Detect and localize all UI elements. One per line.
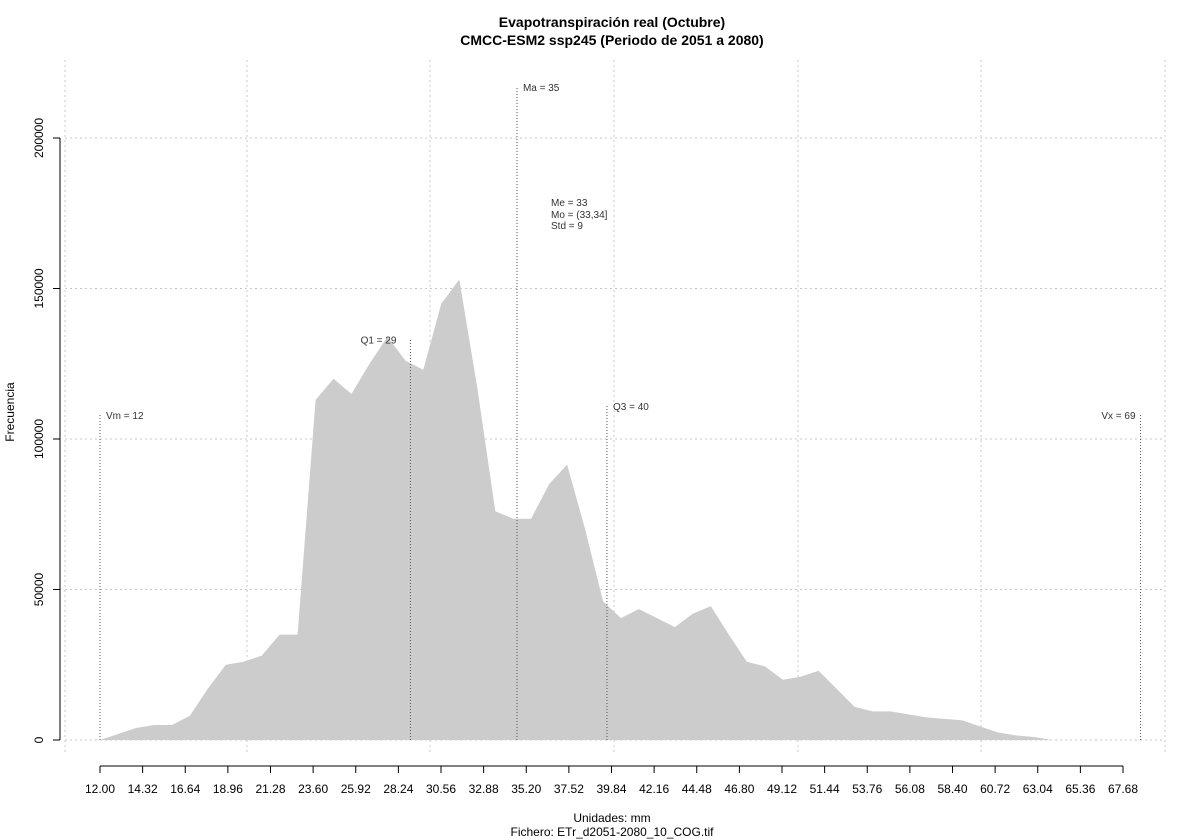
annotation-label-0: Vm = 12 <box>106 411 144 422</box>
x-tick-label-12: 39.84 <box>596 782 626 796</box>
x-tick-label-18: 53.76 <box>852 782 882 796</box>
x-tick-label-13: 42.16 <box>639 782 669 796</box>
y-axis: 0 50000 100000 150000 200000 <box>32 118 61 743</box>
annotation-label-1: Q1 = 29 <box>361 336 397 347</box>
x-tick-label-7: 28.24 <box>383 782 413 796</box>
x-tick-label-9: 32.88 <box>469 782 499 796</box>
x-tick-label-10: 35.20 <box>511 782 541 796</box>
y-tick-label-2: 100000 <box>32 419 46 459</box>
chart-subtitle: CMCC-ESM2 ssp245 (Periodo de 2051 a 2080… <box>460 32 763 48</box>
x-tick-label-23: 65.36 <box>1065 782 1095 796</box>
x-tick-label-0: 12.00 <box>85 782 115 796</box>
x-tick-label-4: 21.28 <box>255 782 285 796</box>
annotation-lines: Vm = 12 Q1 = 29 Ma = 35 Q3 = 40 Vx = 69 <box>99 83 1142 740</box>
y-tick-label-3: 150000 <box>32 268 46 308</box>
y-tick-label-4: 200000 <box>32 118 46 158</box>
x-axis-label: Unidades: mm <box>573 811 650 825</box>
stats-median: Me = 33 <box>551 198 588 209</box>
x-tick-label-15: 46.80 <box>724 782 754 796</box>
x-tick-label-17: 51.44 <box>810 782 840 796</box>
x-axis: 12.00 14.32 16.64 18.96 21.28 23.60 25.92 28.24… <box>85 765 1138 796</box>
x-tick-label-11: 37.52 <box>554 782 584 796</box>
stats-mode: Mo = (33,34] <box>551 210 608 221</box>
stats-block: Me = 33 Mo = (33,34] Std = 9 <box>551 198 608 232</box>
grid-lines <box>64 60 1166 752</box>
x-tick-label-21: 60.72 <box>980 782 1010 796</box>
x-tick-label-24: 67.68 <box>1108 782 1138 796</box>
x-tick-label-1: 14.32 <box>128 782 158 796</box>
frequency-area <box>100 279 1142 740</box>
annotation-label-3: Q3 = 40 <box>613 402 649 413</box>
annotation-label-4: Vx = 69 <box>1101 411 1136 422</box>
chart-title: Evapotranspiración real (Octubre) <box>499 14 725 30</box>
stats-std: Std = 9 <box>551 221 583 232</box>
x-tick-label-22: 63.04 <box>1023 782 1053 796</box>
x-tick-label-14: 44.48 <box>682 782 712 796</box>
x-tick-label-3: 18.96 <box>213 782 243 796</box>
x-tick-label-6: 25.92 <box>341 782 371 796</box>
annotation-label-2: Ma = 35 <box>523 83 560 94</box>
y-tick-label-0: 0 <box>32 736 46 743</box>
x-tick-label-20: 58.40 <box>937 782 967 796</box>
x-tick-label-19: 56.08 <box>895 782 925 796</box>
y-tick-label-1: 50000 <box>32 572 46 606</box>
x-tick-label-8: 30.56 <box>426 782 456 796</box>
y-axis-label: Frecuencia <box>3 382 17 442</box>
x-tick-label-5: 23.60 <box>298 782 328 796</box>
file-label: Fichero: ETr_d2051-2080_10_COG.tif <box>511 825 715 839</box>
x-tick-label-2: 16.64 <box>170 782 200 796</box>
x-tick-label-16: 49.12 <box>767 782 797 796</box>
